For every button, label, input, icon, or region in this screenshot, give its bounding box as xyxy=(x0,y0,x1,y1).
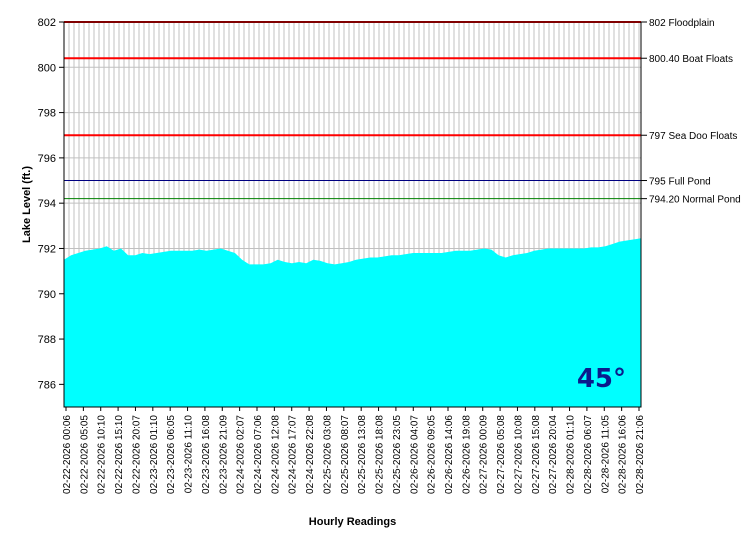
x-tick-label: 02-26-2026 14:06 xyxy=(444,415,455,494)
reference-label: 795 Full Pond xyxy=(649,177,711,188)
x-tick-label: 02-23-2026 01:10 xyxy=(149,415,160,494)
reference-label: 794.20 Normal Pond xyxy=(649,195,741,206)
y-tick-label: 786 xyxy=(38,379,56,391)
x-tick-label: 02-22-2026 10:10 xyxy=(97,415,108,494)
y-tick-label: 796 xyxy=(38,153,56,165)
y-tick-label: 798 xyxy=(38,108,56,120)
x-tick-label: 02-28-2026 21:06 xyxy=(635,415,646,494)
temperature-annotation: 45° xyxy=(577,364,626,394)
x-tick-label: 02-28-2026 16:06 xyxy=(618,415,629,494)
y-tick-label: 790 xyxy=(38,289,56,301)
x-tick-label: 02-27-2026 15:08 xyxy=(531,415,542,494)
x-axis-title: Hourly Readings xyxy=(309,516,396,528)
x-tick-label: 02-28-2026 06:07 xyxy=(583,415,594,494)
x-tick-label: 02-27-2026 20:04 xyxy=(548,415,559,494)
x-tick-label: 02-28-2026 11:05 xyxy=(600,415,611,494)
x-tick-label: 02-23-2026 11:10 xyxy=(184,415,195,494)
x-tick-label: 02-26-2026 04:07 xyxy=(409,415,420,494)
x-tick-label: 02-23-2026 16:08 xyxy=(201,415,212,494)
lake-level-area xyxy=(64,238,641,407)
x-tick-label: 02-22-2026 05:05 xyxy=(79,415,90,494)
y-tick-label: 800 xyxy=(38,62,56,74)
y-axis-title: Lake Level (ft.) xyxy=(21,166,33,243)
x-tick-label: 02-25-2026 03:08 xyxy=(322,415,333,494)
x-tick-label: 02-25-2026 23:05 xyxy=(392,415,403,494)
x-tick-label: 02-24-2026 17:07 xyxy=(288,415,299,494)
x-tick-label: 02-23-2026 21:09 xyxy=(218,415,229,494)
y-tick-label: 792 xyxy=(38,243,56,255)
reference-lines: 802 Floodplain 800.40 Boat Floats 797 Sea … xyxy=(64,18,741,206)
x-tick-label: 02-26-2026 19:08 xyxy=(461,415,472,494)
x-tick-label: 02-28-2026 01:10 xyxy=(566,415,577,494)
y-tick-label: 794 xyxy=(38,198,56,210)
x-tick-label: 02-25-2026 13:08 xyxy=(357,415,368,494)
reference-label: 797 Sea Doo Floats xyxy=(649,131,737,142)
x-tick-label: 02-24-2026 02:07 xyxy=(236,415,247,494)
y-tick-label: 788 xyxy=(38,334,56,346)
x-tick-label: 02-24-2026 22:08 xyxy=(305,415,316,494)
x-tick-label: 02-27-2026 05:08 xyxy=(496,415,507,494)
x-tick-label: 02-25-2026 08:07 xyxy=(340,415,351,494)
reference-label: 802 Floodplain xyxy=(649,18,715,29)
x-tick-label: 02-24-2026 12:08 xyxy=(270,415,281,494)
x-tick-label: 02-26-2026 09:05 xyxy=(427,415,438,494)
reference-label: 800.40 Boat Floats xyxy=(649,54,733,65)
x-tick-label: 02-25-2026 18:08 xyxy=(375,415,386,494)
x-tick-label: 02-27-2026 10:08 xyxy=(513,415,524,494)
x-tick-label: 02-24-2026 07:06 xyxy=(253,415,264,494)
x-tick-label: 02-23-2026 06:05 xyxy=(166,415,177,494)
x-tick-label: 02-22-2026 00:06 xyxy=(62,415,73,494)
x-tick-label: 02-22-2026 20:07 xyxy=(131,415,142,494)
x-tick-label: 02-27-2026 00:09 xyxy=(479,415,490,494)
y-tick-label: 802 xyxy=(38,17,56,29)
x-tick-label: 02-22-2026 15:10 xyxy=(114,415,125,494)
y-axis: 786 788 790 792 794 796 798 800 802 xyxy=(38,17,65,407)
x-axis: 02-22-2026 00:06 02-22-2026 05:05 02-22-20… xyxy=(62,407,646,494)
